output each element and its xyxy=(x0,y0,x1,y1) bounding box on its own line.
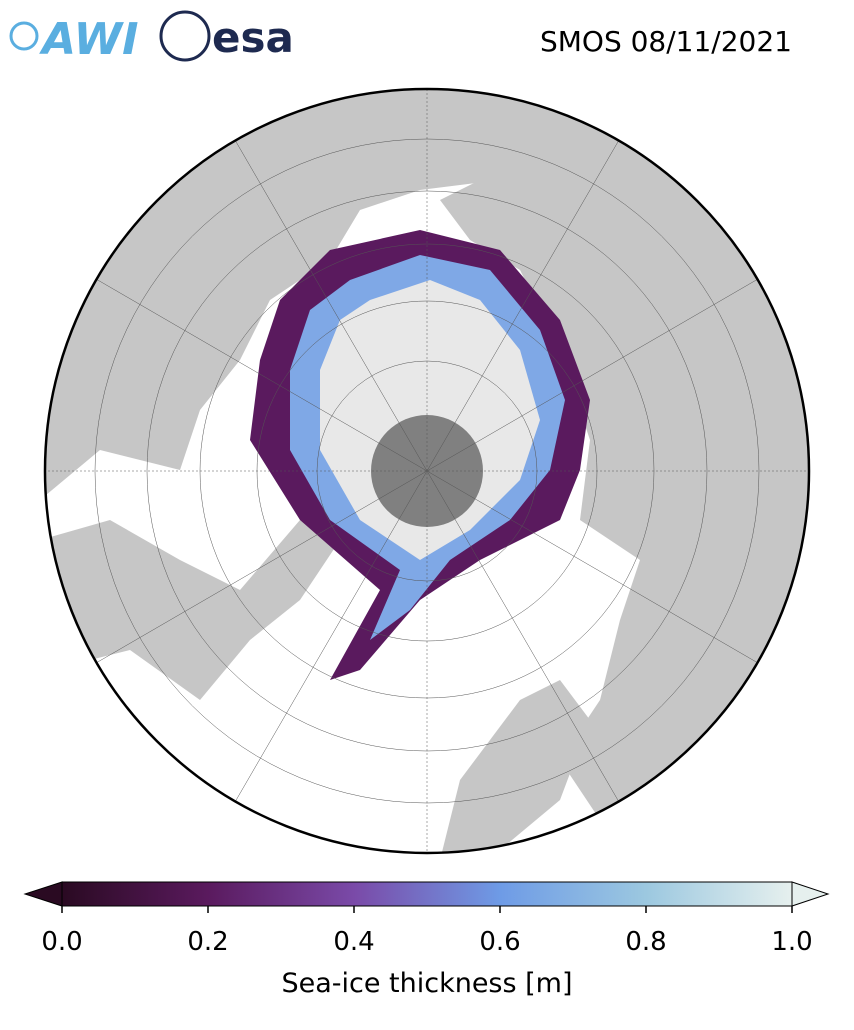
colorbar-tick-label: 0.2 xyxy=(187,927,228,957)
colorbar xyxy=(23,881,830,913)
colorbar-tick-label: 0.4 xyxy=(333,927,374,957)
esa-logo: esa xyxy=(212,13,294,62)
graticule xyxy=(45,89,809,853)
colorbar-extend-low xyxy=(23,881,63,907)
esa-logo-icon xyxy=(159,10,211,62)
land xyxy=(45,89,600,500)
colorbar-label: Sea-ice thickness [m] xyxy=(281,968,572,999)
land xyxy=(440,680,590,853)
land xyxy=(440,89,809,853)
colorbar-bar xyxy=(61,881,793,907)
title: SMOS 08/11/2021 xyxy=(540,25,792,58)
logos: AWI esa xyxy=(9,10,294,65)
colorbar-tick-label: 1.0 xyxy=(771,927,812,957)
awi-logo-icon xyxy=(9,21,39,51)
map-frame xyxy=(43,87,811,855)
colorbar-tick-label: 0.0 xyxy=(41,927,82,957)
colorbar-extend-high xyxy=(791,881,830,907)
colorbar-tick-label: 0.6 xyxy=(479,927,520,957)
awi-logo: AWI xyxy=(39,14,139,65)
colorbar-tick-label: 0.8 xyxy=(625,927,666,957)
map xyxy=(45,89,809,853)
